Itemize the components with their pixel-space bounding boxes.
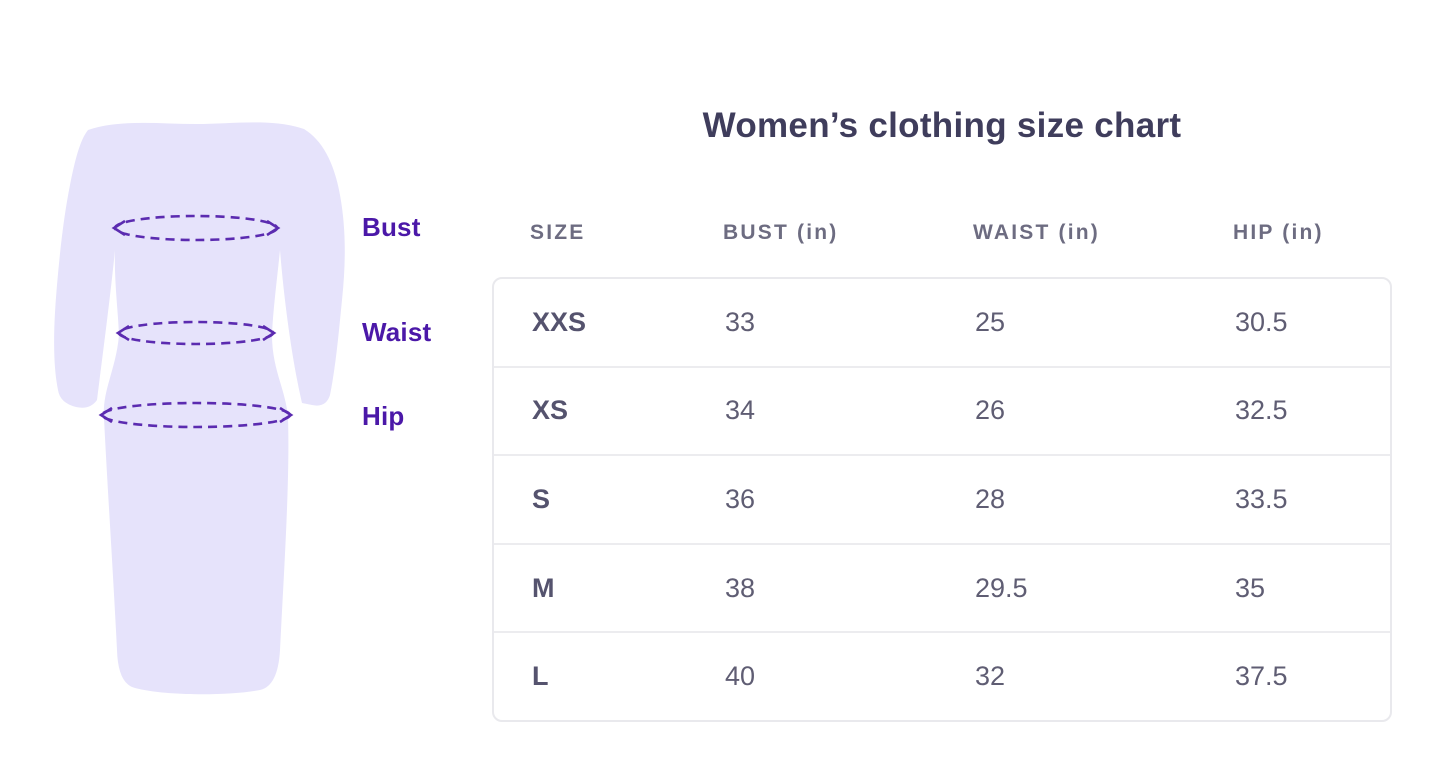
table-row: XS 34 26 32.5 xyxy=(494,365,1390,455)
bust-value: 34 xyxy=(725,395,756,426)
hip-value: 37.5 xyxy=(1235,661,1288,692)
hip-value: 35 xyxy=(1235,572,1266,603)
column-header-hip: HIP (in) xyxy=(1233,221,1324,244)
size-table: XXS 33 25 30.5 XS 34 26 32.5 S 36 28 33.… xyxy=(492,277,1392,722)
bust-arrow-left-icon xyxy=(111,219,126,237)
waist-value: 29.5 xyxy=(975,572,1028,603)
size-value: M xyxy=(532,572,555,603)
waist-value: 32 xyxy=(975,661,1006,692)
waist-value: 28 xyxy=(975,483,1006,514)
column-header-waist: WAIST (in) xyxy=(973,221,1100,244)
table-row: XXS 33 25 30.5 xyxy=(494,279,1390,366)
size-value: XS xyxy=(532,395,569,426)
table-row: M 38 29.5 35 xyxy=(494,542,1390,632)
chart-content: Women’s clothing size chart SIZE BUST (i… xyxy=(492,0,1392,771)
column-header-size: SIZE xyxy=(530,221,586,244)
bust-value: 40 xyxy=(725,661,756,692)
page-title: Women’s clothing size chart xyxy=(702,106,1182,145)
waist-label: Waist xyxy=(362,317,432,347)
hip-arrow-left-icon xyxy=(98,406,113,424)
column-header-bust: BUST (in) xyxy=(723,221,839,244)
size-value: S xyxy=(532,483,551,514)
hip-label: Hip xyxy=(362,401,405,431)
table-header-row: SIZE BUST (in) WAIST (in) HIP (in) xyxy=(492,216,1392,250)
size-value: XXS xyxy=(532,306,587,337)
dress-diagram xyxy=(54,122,345,695)
waist-arrow-left-icon xyxy=(115,324,130,342)
bust-label: Bust xyxy=(362,212,421,242)
waist-value: 25 xyxy=(975,306,1006,337)
hip-arrow-right-icon xyxy=(279,406,294,424)
table-row: S 36 28 33.5 xyxy=(494,454,1390,543)
dress-silhouette xyxy=(54,122,345,695)
bust-value: 36 xyxy=(725,483,756,514)
waist-value: 26 xyxy=(975,395,1006,426)
hip-value: 33.5 xyxy=(1235,483,1288,514)
table-row: L 40 32 37.5 xyxy=(494,631,1390,720)
bust-value: 33 xyxy=(725,306,756,337)
bust-arrow-right-icon xyxy=(266,219,281,237)
hip-value: 32.5 xyxy=(1235,395,1288,426)
size-value: L xyxy=(532,661,549,692)
hip-value: 30.5 xyxy=(1235,306,1288,337)
bust-value: 38 xyxy=(725,572,756,603)
waist-arrow-right-icon xyxy=(262,324,277,342)
